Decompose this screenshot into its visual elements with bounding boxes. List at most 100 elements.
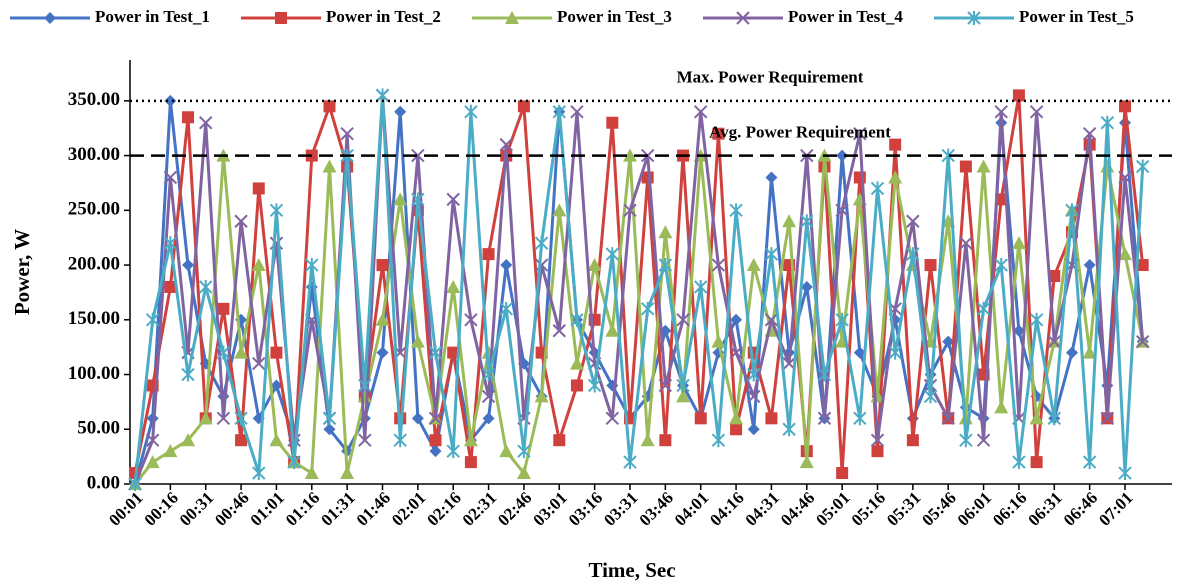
data-point <box>182 111 195 124</box>
data-point <box>853 126 867 141</box>
data-point <box>730 313 743 326</box>
data-point <box>889 138 902 151</box>
y-tick-label: 350.00 <box>68 89 120 110</box>
data-point <box>235 434 248 447</box>
data-point <box>216 345 231 360</box>
data-point <box>799 455 814 469</box>
data-point <box>234 345 249 359</box>
data-point <box>782 422 796 437</box>
data-point <box>1012 89 1025 102</box>
data-point <box>1048 270 1061 282</box>
data-point <box>516 466 531 480</box>
data-point <box>1012 455 1026 470</box>
data-point <box>1083 259 1096 272</box>
data-point <box>888 170 903 184</box>
x-tick-label: 04:46 <box>777 488 818 529</box>
x-tick-label: 05:01 <box>812 488 853 529</box>
data-point <box>163 444 178 458</box>
data-point <box>1029 312 1044 327</box>
x-tick-label: 01:31 <box>317 488 358 529</box>
reference-label: Avg. Power Requirement <box>709 122 891 141</box>
data-point <box>269 203 284 218</box>
data-point <box>924 259 937 272</box>
data-point <box>1118 466 1132 481</box>
data-point <box>463 433 478 447</box>
data-point <box>499 444 514 458</box>
data-point <box>870 433 885 447</box>
data-point <box>959 433 973 448</box>
legend-label: Power in Test_4 <box>788 7 903 26</box>
data-point <box>888 345 902 360</box>
data-point <box>658 225 673 239</box>
data-point <box>464 456 477 469</box>
data-point <box>199 116 213 130</box>
data-point <box>835 203 849 218</box>
data-point <box>1135 159 1150 174</box>
data-point <box>517 100 530 113</box>
data-point <box>252 182 265 195</box>
data-point <box>712 127 725 140</box>
x-tick-label: 03:46 <box>635 488 676 529</box>
data-point <box>517 444 531 459</box>
data-point <box>305 258 319 273</box>
data-point <box>569 356 584 370</box>
x-tick-label: 02:16 <box>423 488 464 529</box>
y-tick-label: 300.00 <box>68 144 120 165</box>
x-tick-label: 06:46 <box>1060 488 1101 529</box>
data-point <box>1030 456 1043 469</box>
data-point <box>711 258 726 272</box>
data-point <box>393 433 407 448</box>
data-point <box>1118 170 1132 185</box>
data-point <box>765 412 778 425</box>
data-point <box>871 445 884 458</box>
data-point <box>145 455 160 469</box>
data-point <box>376 346 389 359</box>
data-point <box>711 433 726 448</box>
data-point <box>394 105 407 118</box>
y-tick-label: 150.00 <box>68 308 120 329</box>
x-tick-label: 06:01 <box>954 488 995 529</box>
data-point <box>1082 455 1097 470</box>
legend-label: Power in Test_5 <box>1019 7 1134 26</box>
data-point <box>1011 236 1026 250</box>
data-point <box>252 356 266 371</box>
data-point <box>587 258 602 272</box>
data-point <box>1119 100 1131 113</box>
data-point <box>534 389 549 403</box>
data-point <box>251 258 266 272</box>
x-tick-label: 02:01 <box>388 488 429 529</box>
legend-item: Power in Test_5 <box>934 7 1134 26</box>
x-tick-label: 01:01 <box>247 488 288 529</box>
data-point <box>1029 411 1044 425</box>
data-point <box>287 433 301 447</box>
legend-label: Power in Test_1 <box>95 7 210 26</box>
y-axis-title: Power, W <box>10 229 34 315</box>
legend-label: Power in Test_3 <box>557 7 672 26</box>
data-point <box>906 247 920 262</box>
data-point <box>534 236 549 251</box>
data-point <box>375 312 390 326</box>
x-tick-label: 04:31 <box>742 488 783 529</box>
data-point <box>570 105 584 119</box>
data-point <box>836 467 849 480</box>
data-point <box>941 411 955 426</box>
data-point <box>163 170 178 185</box>
x-tick-label: 02:46 <box>494 488 535 529</box>
data-point <box>376 259 389 272</box>
data-point <box>1047 411 1061 426</box>
data-point <box>1082 126 1097 141</box>
data-point <box>411 192 425 207</box>
data-point <box>217 302 230 315</box>
data-point <box>269 433 284 447</box>
data-point <box>747 423 760 436</box>
data-point <box>145 433 160 447</box>
legend-item: Power in Test_1 <box>10 7 210 26</box>
x-tick-label: 03:31 <box>600 488 641 529</box>
data-point <box>605 247 620 262</box>
x-tick-label: 01:46 <box>353 488 394 529</box>
data-point <box>1012 324 1025 337</box>
data-point <box>658 258 673 273</box>
data-point <box>446 444 460 459</box>
data-point <box>870 181 885 196</box>
